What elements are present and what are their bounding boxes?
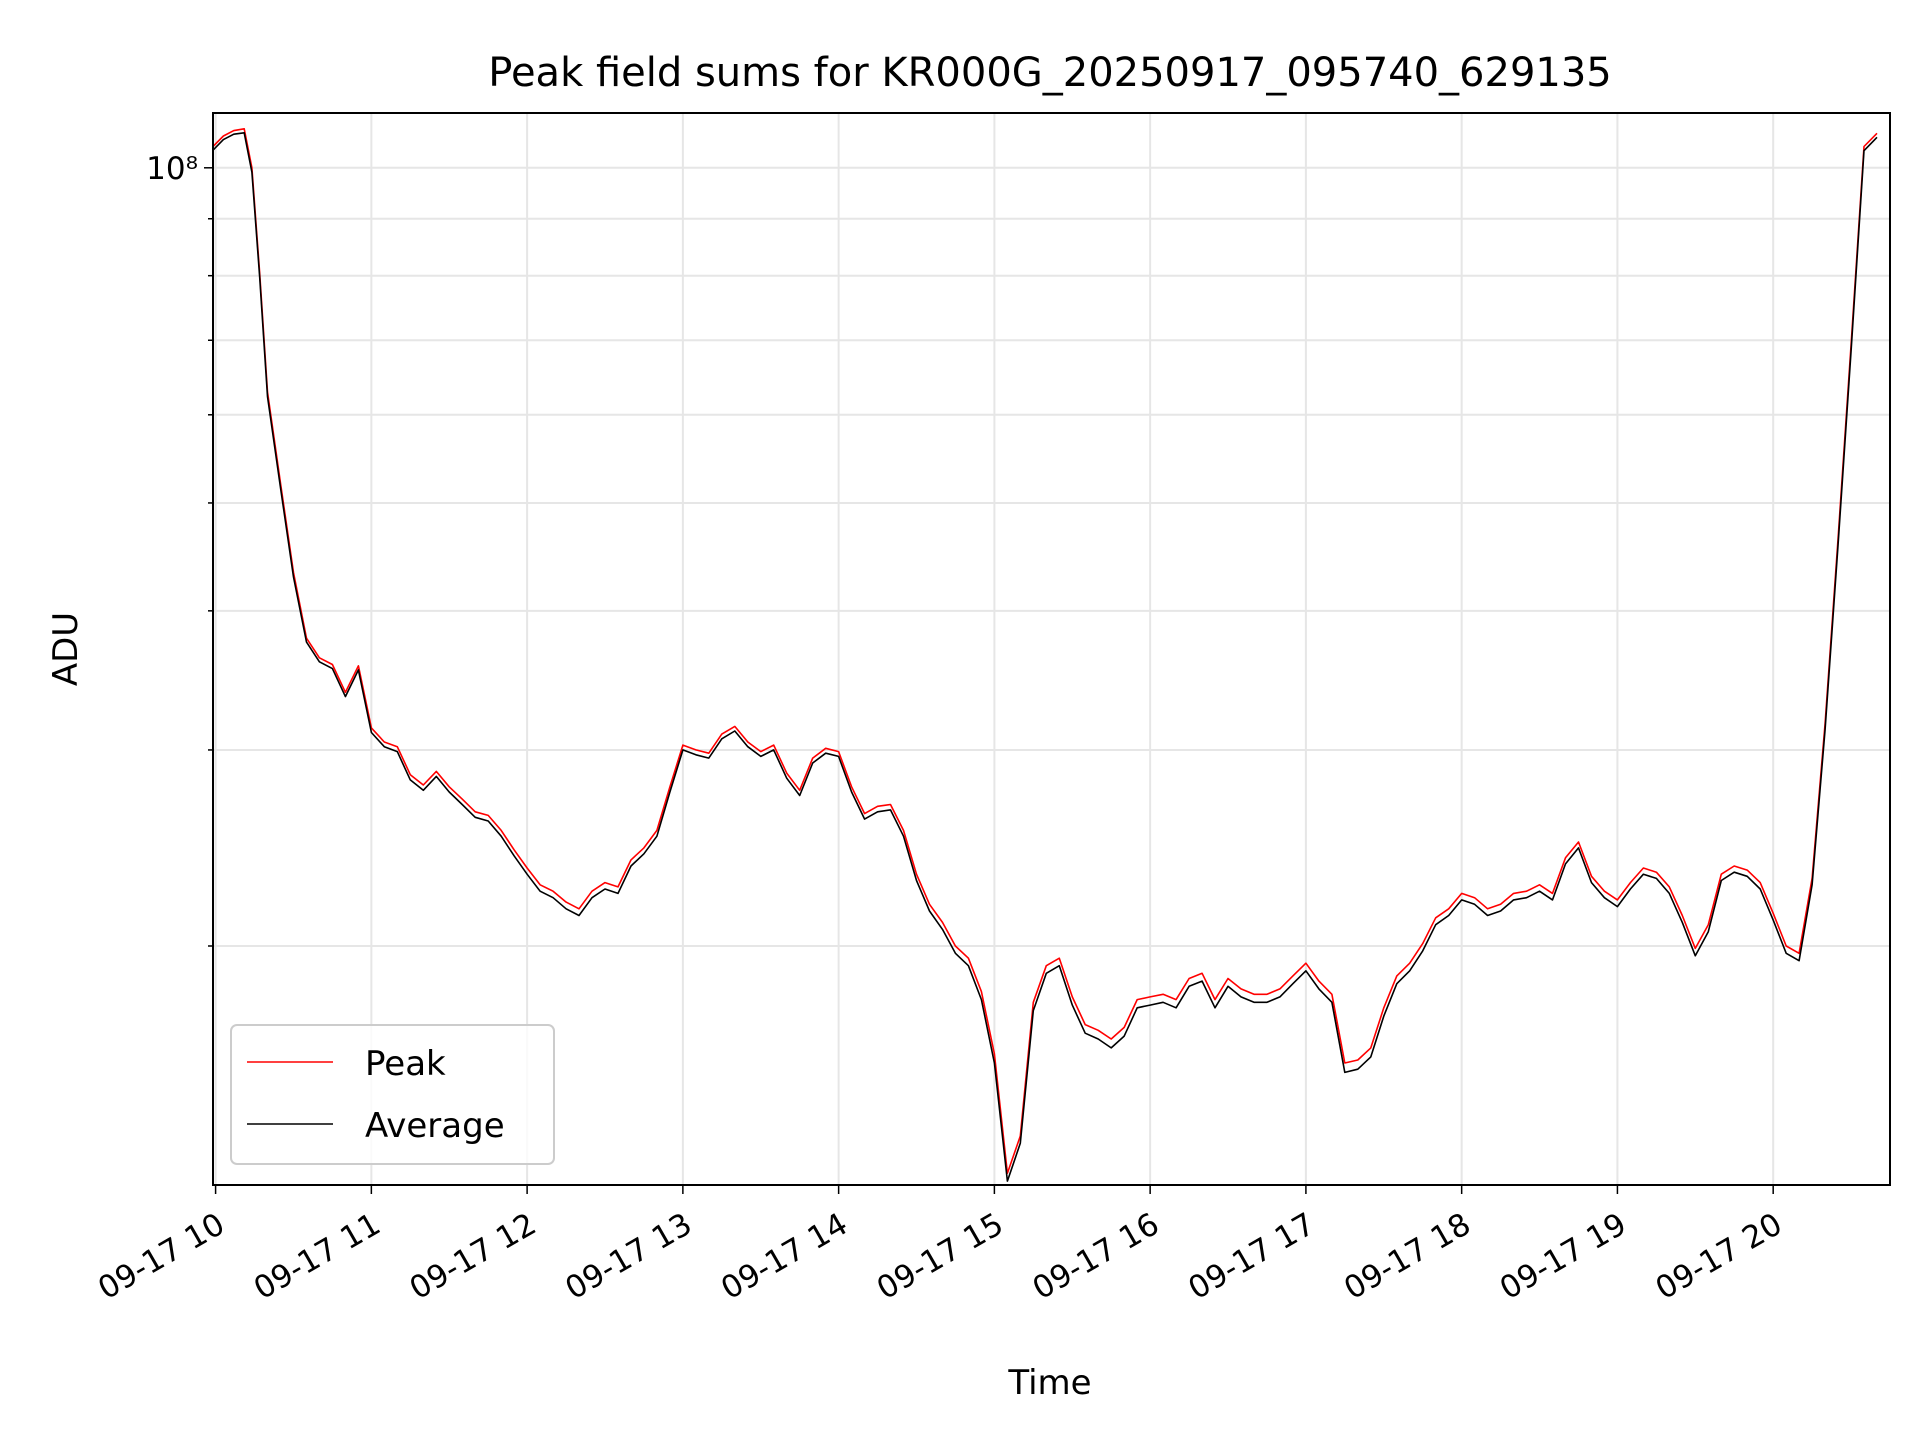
legend-label-peak: Peak: [365, 1044, 446, 1084]
y-axis-label: ADU: [46, 612, 86, 686]
series-line-peak: [212, 128, 1878, 1175]
legend-box: [230, 1024, 555, 1165]
plot-frame: [212, 112, 1891, 1186]
grid: [213, 113, 1890, 1185]
series-line-average: [212, 132, 1878, 1182]
legend-label-average: Average: [365, 1106, 505, 1146]
series-layer: [212, 128, 1878, 1182]
x-axis-label: Time: [1007, 1363, 1091, 1403]
legend: Peak Average: [230, 1024, 555, 1165]
y-tick-label: 10⁸: [146, 151, 198, 187]
chart-title: Peak field sums for KR000G_20250917_0957…: [488, 50, 1612, 96]
